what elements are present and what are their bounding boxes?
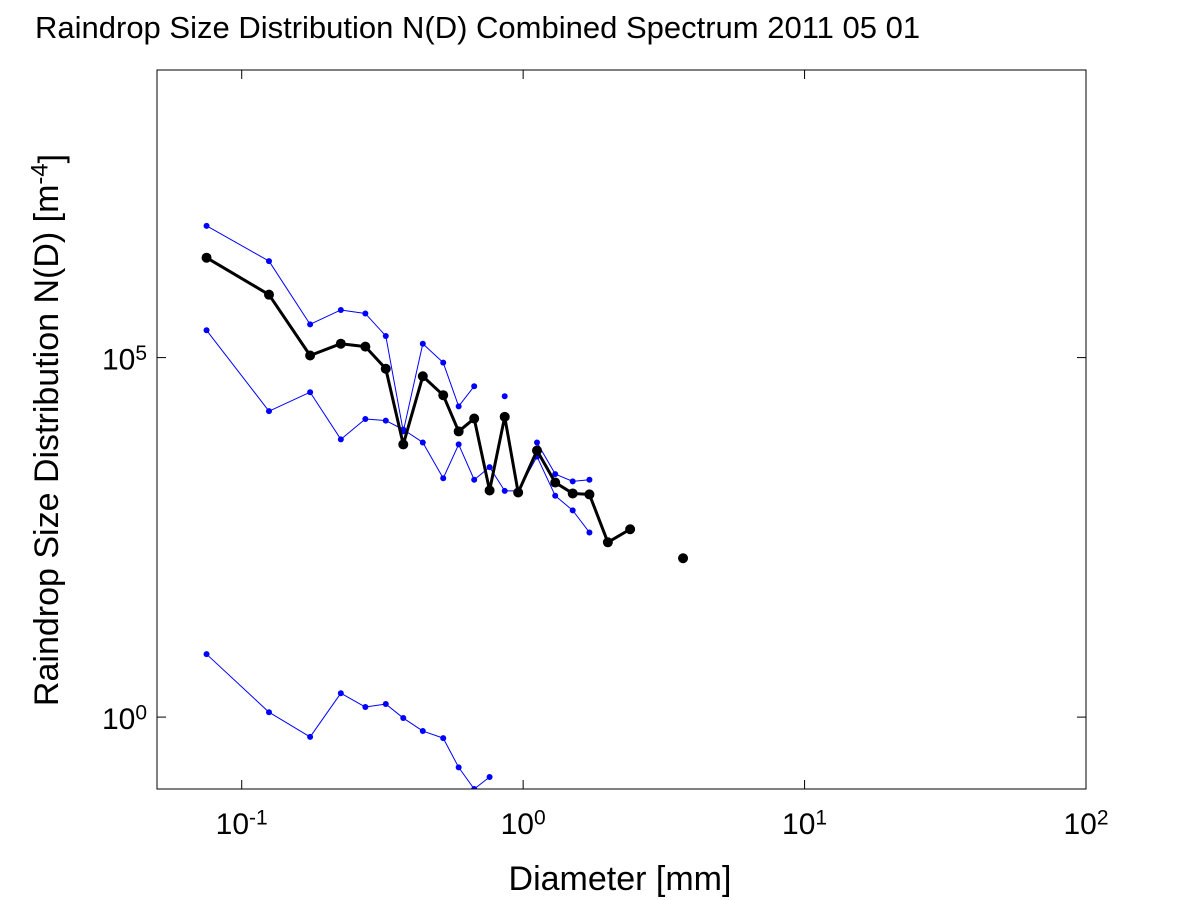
data-point [440, 359, 447, 366]
data-point [531, 445, 542, 456]
data-point [501, 487, 508, 494]
data-point [265, 408, 272, 415]
chart-title: Raindrop Size Distribution N(D) Combined… [35, 10, 920, 45]
x-tick-label: 100 [501, 807, 546, 841]
data-point [362, 704, 369, 711]
data-point [419, 439, 426, 446]
data-point [569, 478, 576, 485]
data-point [400, 426, 407, 433]
data-point [417, 371, 428, 382]
data-point [203, 327, 210, 334]
data-point [455, 764, 462, 771]
data-point [602, 537, 613, 548]
x-tick-label: 102 [1063, 807, 1108, 841]
data-point [584, 489, 595, 500]
data-point [438, 390, 449, 401]
data-point [419, 728, 426, 735]
data-point [625, 524, 636, 535]
data-point [471, 383, 478, 390]
data-point [382, 417, 389, 424]
axes-box [156, 69, 1087, 790]
plot-area [201, 222, 689, 789]
data-point [471, 786, 478, 789]
data-point [362, 415, 369, 422]
data-point [586, 529, 593, 536]
data-point [499, 411, 510, 422]
data-point [337, 690, 344, 697]
x-tick-label: 10-1 [216, 807, 268, 841]
data-point [265, 709, 272, 716]
data-point [486, 464, 493, 471]
data-point [552, 471, 559, 478]
data-point [307, 389, 314, 396]
data-point [307, 733, 314, 740]
data-point [455, 403, 462, 410]
data-point [440, 735, 447, 742]
x-axis-label: Diameter [mm] [509, 860, 732, 898]
data-point [678, 553, 689, 564]
x-tick-label: 101 [782, 807, 827, 841]
data-point [382, 701, 389, 708]
y-axis-label: Raindrop Size Distribution N(D) [m-4] [26, 154, 70, 706]
data-point [569, 507, 576, 514]
data-point [567, 488, 578, 499]
data-point [501, 393, 508, 400]
data-point [484, 485, 495, 496]
data-point [586, 476, 593, 483]
data-point [552, 492, 559, 499]
data-point [486, 773, 493, 780]
data-point [533, 439, 540, 446]
data-point [419, 340, 426, 347]
data-point [335, 338, 346, 349]
data-point [265, 258, 272, 265]
data-point [360, 341, 371, 352]
data-point [380, 363, 391, 374]
data-point [469, 413, 480, 424]
series-line [206, 653, 490, 789]
data-point [440, 475, 447, 482]
y-tick-label: 105 [102, 342, 147, 376]
data-point [203, 651, 210, 658]
data-point [203, 222, 210, 229]
data-point [337, 436, 344, 443]
data-point [400, 715, 407, 722]
data-point [263, 289, 274, 300]
data-point [471, 476, 478, 483]
data-point [398, 439, 409, 450]
data-point [305, 350, 316, 361]
y-tick-label: 100 [102, 702, 147, 736]
data-point [201, 252, 212, 263]
data-point [307, 321, 314, 328]
data-point [455, 441, 462, 448]
data-point [453, 426, 464, 437]
data-point [550, 477, 561, 488]
data-point [382, 332, 389, 339]
data-point [337, 306, 344, 313]
data-point [513, 487, 524, 498]
series-line [206, 329, 590, 533]
data-point [362, 310, 369, 317]
